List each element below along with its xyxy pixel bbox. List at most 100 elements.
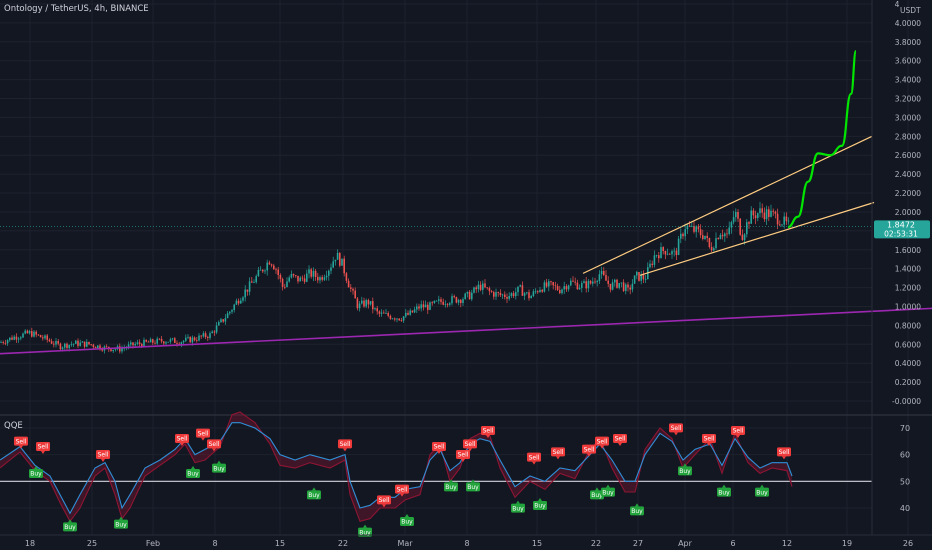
sell-label-text: Sell (434, 444, 445, 451)
candle-body (596, 281, 598, 283)
buy-signal: Buy (678, 463, 692, 476)
candle-body (512, 293, 515, 297)
candle-body (330, 267, 332, 271)
qqe-tick-labels: 70 60 50 40 (900, 424, 910, 513)
sell-label-pointer (180, 443, 184, 446)
candle-body (240, 300, 242, 304)
time-tick-labels: 18 25 Feb 8 15 22 Mar 8 15 22 27 Apr 6 12 19 26 (25, 539, 913, 548)
buy-signal: Buy (358, 524, 372, 537)
candle-body (783, 216, 785, 225)
candle-body (48, 339, 51, 342)
sell-signal: Sell (377, 495, 391, 508)
candle-body (482, 283, 484, 290)
candle-body (198, 335, 200, 341)
qqe-tick-label: 50 (900, 477, 910, 486)
sell-signal: Sell (196, 428, 210, 441)
candle-body (211, 331, 213, 334)
candle-body (407, 312, 409, 315)
candle-body (277, 269, 279, 276)
candle-body (81, 341, 84, 343)
candle-body (136, 342, 139, 344)
candle-body (286, 281, 288, 288)
candle-body (625, 284, 627, 291)
candle-body (765, 209, 768, 220)
sell-label-box (96, 450, 110, 459)
sell-label-pointer (201, 437, 205, 441)
candle-body (28, 331, 31, 334)
sell-signal: Sell (702, 434, 716, 446)
sell-label-pointer (618, 443, 622, 446)
candle-body (497, 292, 499, 293)
candle-body (495, 292, 497, 297)
candle-body (616, 279, 618, 288)
qqe-fill (0, 412, 792, 522)
candle-body (268, 262, 271, 265)
candle-body (431, 302, 433, 304)
sell-label-box (377, 495, 391, 505)
time-tick-label: 15 (532, 539, 542, 548)
candle-body (121, 348, 123, 352)
buy-signal: Buy (533, 498, 547, 510)
candle-body (11, 337, 13, 340)
candle-body (609, 283, 612, 290)
candle-body (677, 238, 680, 255)
candle-body (319, 277, 321, 281)
candle-body (598, 274, 601, 282)
candle-body (187, 336, 189, 338)
sell-label-pointer (556, 456, 560, 460)
buy-label-text: Buy (187, 471, 199, 478)
candle-body (218, 322, 220, 326)
candle-body (541, 289, 543, 292)
price-scale[interactable]: 4.0000 3.8000 3.6000 3.4000 3.2000 3.0000 2.80… (871, 0, 930, 535)
candle-body (350, 287, 352, 289)
candle-body (713, 248, 715, 251)
candle-body (761, 208, 763, 213)
candle-body (752, 210, 755, 216)
candle-body (781, 224, 783, 226)
buy-label-box (114, 519, 128, 529)
sell-label-pointer (41, 451, 45, 454)
candle-body (409, 310, 411, 315)
candle-body (37, 334, 40, 336)
candle-body (226, 313, 229, 319)
sell-label-text: Sell (209, 441, 220, 448)
candle-body (715, 238, 717, 249)
sell-label-pointer (468, 448, 472, 452)
candle-body (587, 280, 590, 289)
candle-body (374, 308, 376, 310)
candle-body (17, 338, 20, 340)
sell-signal: Sell (207, 439, 221, 452)
buy-label-pointer (471, 479, 475, 483)
candle-body (515, 292, 517, 297)
candle-body (684, 229, 686, 237)
sell-signal: Sell (731, 426, 745, 438)
candle-body (147, 341, 150, 343)
candle-body (220, 319, 222, 323)
time-axis[interactable]: 18 25 Feb 8 15 22 Mar 8 15 22 27 Apr 6 12 19 26 (0, 534, 932, 548)
candle-body (743, 234, 746, 241)
price-pane[interactable] (0, 0, 932, 535)
candle-body (572, 280, 574, 282)
buy-label-pointer (449, 479, 453, 483)
candle-body (545, 282, 548, 287)
candle-body (6, 340, 9, 344)
candle-body (101, 349, 103, 351)
candle-body (457, 299, 460, 303)
buy-label-text: Buy (401, 519, 413, 526)
candle-body (565, 286, 568, 290)
candle-body (301, 277, 304, 279)
sell-label-pointer (707, 443, 711, 446)
candle-body (631, 283, 634, 290)
candle-body (735, 212, 737, 218)
candle-body (671, 251, 673, 255)
candle-body (730, 222, 733, 228)
candle-body (770, 210, 772, 217)
candle-body (693, 225, 695, 232)
candle-body (627, 284, 629, 288)
candle-body (455, 297, 458, 303)
trendlines[interactable] (0, 135, 932, 355)
time-tick-label: 6 (730, 539, 735, 548)
candle-body (389, 315, 392, 319)
